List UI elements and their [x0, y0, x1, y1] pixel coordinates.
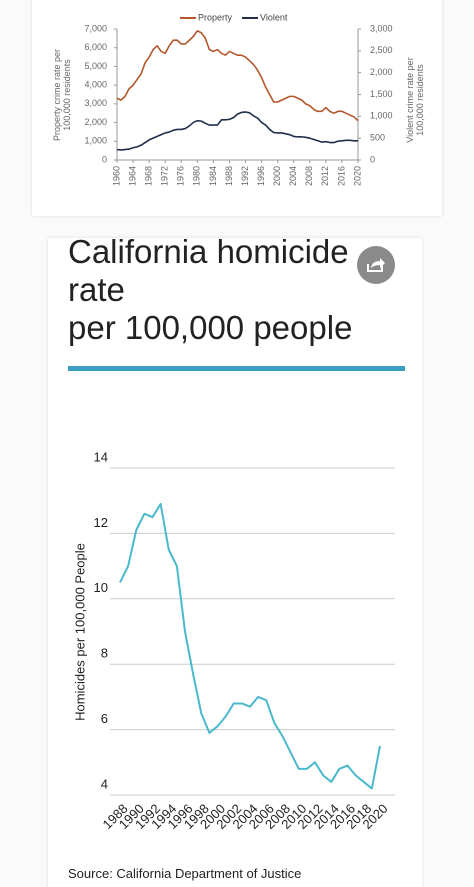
x-tick-label: 1964	[127, 166, 137, 186]
series-line	[119, 502, 381, 790]
x-tick-label: 1992	[240, 166, 250, 186]
x-tick-label: 1972	[160, 166, 170, 186]
y-axis-label: Homicides per 100,000 People	[72, 543, 87, 721]
y-tick-label: 4	[101, 776, 108, 791]
chart-title: California homicide rate per 100,000 peopl…	[68, 233, 352, 347]
x-tick-label: 2016	[336, 166, 346, 186]
title-line: per 100,000 people	[68, 309, 353, 346]
x-tick-label: 1984	[208, 166, 218, 186]
y-tick-label: 5,000	[84, 61, 107, 71]
y-tick-label: 3,000	[84, 98, 107, 108]
x-tick-label: 1960	[111, 166, 121, 186]
y-tick-label: 6	[101, 711, 108, 726]
y-tick-label: 8	[101, 646, 108, 661]
x-tick-label: 2008	[304, 166, 314, 186]
x-tick-label: 2004	[288, 166, 298, 186]
x-tick-label: 2012	[320, 166, 330, 186]
title-line: California homicide	[68, 233, 349, 270]
x-tick-label: 1980	[192, 166, 202, 186]
y2-tick-label: 1,500	[370, 89, 393, 99]
y-tick-label: 4,000	[84, 80, 107, 90]
y-axis-label: Property crime rate per 100,000 resident…	[52, 48, 72, 142]
y2-tick-label: 0	[370, 154, 375, 164]
y2-tick-label: 3,000	[370, 23, 393, 33]
y-tick-label: 14	[94, 449, 108, 464]
y2-axis-label: Violent crime rate per 100,000 residents	[405, 57, 425, 143]
series-line	[116, 111, 358, 151]
legend-label: Violent	[260, 12, 288, 22]
x-tick-label: 2000	[272, 166, 282, 186]
y2-tick-label: 2,500	[370, 45, 393, 55]
y-tick-label: 10	[94, 580, 108, 595]
title-rule	[68, 366, 405, 371]
legend-label: Property	[198, 12, 233, 22]
y-tick-label: 6,000	[84, 42, 107, 52]
title-line: rate	[68, 271, 125, 308]
y-tick-label: 0	[102, 154, 107, 164]
y-tick-label: 7,000	[84, 23, 107, 33]
series-line	[116, 30, 359, 122]
y2-tick-label: 500	[370, 133, 385, 143]
x-tick-label: 2020	[352, 166, 362, 186]
x-tick-label: 1988	[224, 166, 234, 186]
y-tick-label: 2,000	[84, 117, 107, 127]
y-tick-label: 1,000	[84, 136, 107, 146]
x-tick-label: 1976	[176, 166, 186, 186]
y2-tick-label: 2,000	[370, 67, 393, 77]
x-tick-label: 1996	[256, 166, 266, 186]
x-tick-label: 1968	[144, 166, 154, 186]
source: Source: California Department of Justice	[68, 866, 302, 881]
share-button[interactable]	[357, 246, 395, 284]
card	[32, 0, 442, 216]
y-tick-label: 12	[94, 515, 108, 530]
y2-tick-label: 1,000	[370, 111, 393, 121]
